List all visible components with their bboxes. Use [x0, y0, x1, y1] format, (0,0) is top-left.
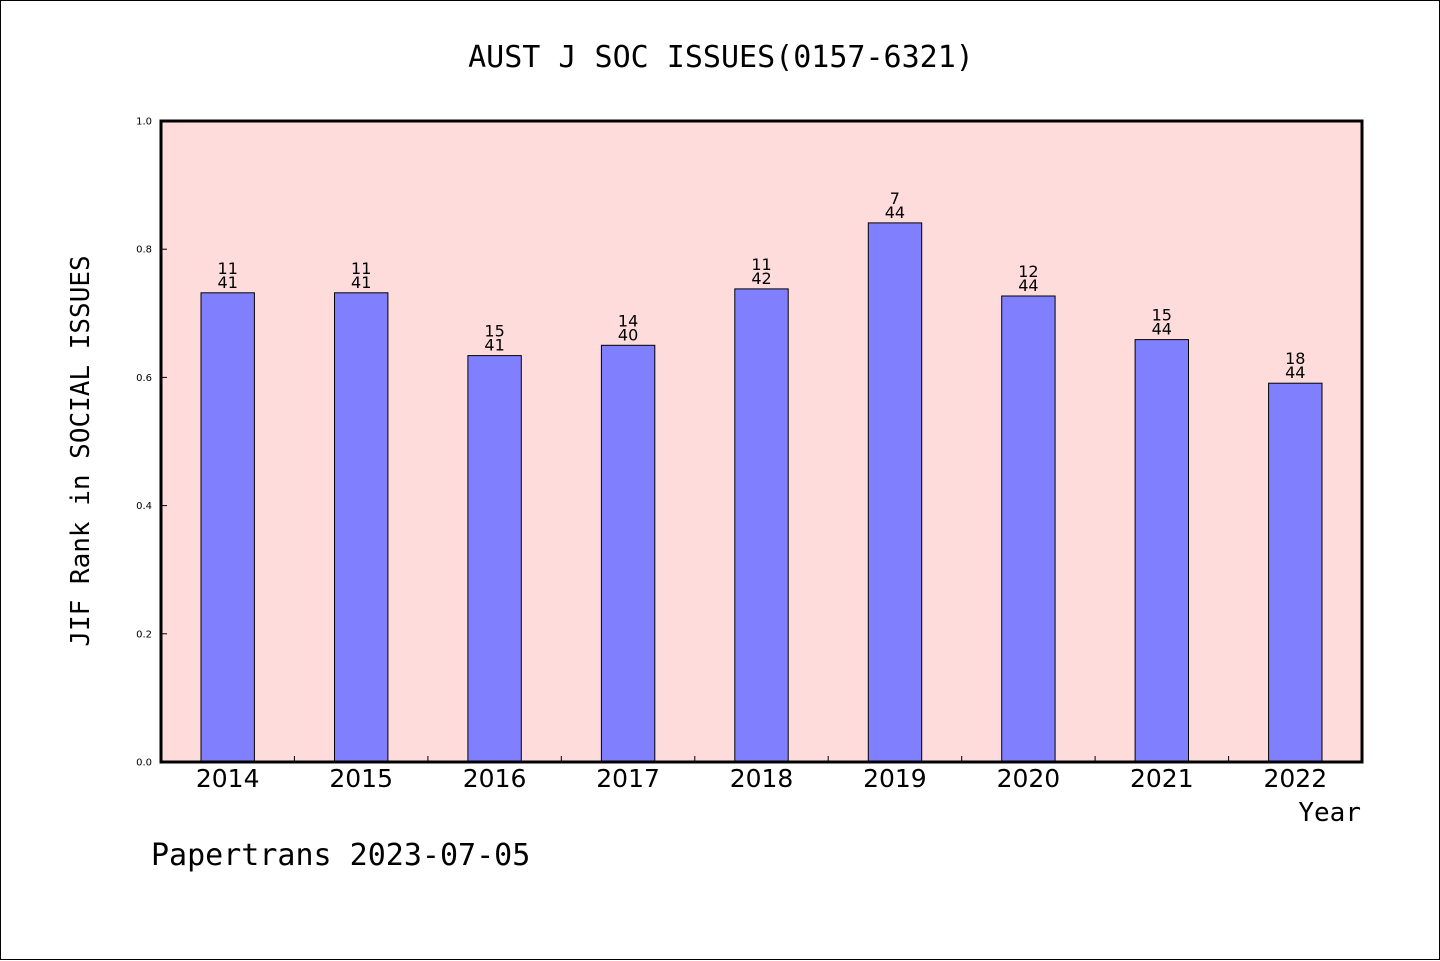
bar-label-total-2021: 44 — [1152, 320, 1172, 339]
bar-label-rank-2014: 11 — [218, 259, 238, 278]
y-tick-label: 1.0 — [136, 117, 152, 128]
x-axis-title: Year — [1298, 798, 1361, 828]
x-tick-label-2022: 2022 — [1263, 764, 1327, 793]
bar-2019 — [867, 222, 923, 763]
bar-label-rank-2015: 11 — [351, 259, 371, 278]
bar-label-total-2020: 44 — [1018, 276, 1038, 295]
x-tick-label-2021: 2021 — [1130, 764, 1194, 793]
bar-2022 — [1268, 382, 1323, 763]
bar-label-rank-2018: 11 — [751, 255, 771, 274]
bar-2020 — [1001, 295, 1056, 763]
footer-text: Papertrans 2023-07-05 — [151, 838, 530, 873]
plot-frame — [159, 119, 1364, 764]
bars-group — [200, 222, 1323, 763]
y-axis-title: JIF Rank in SOCIAL ISSUES — [66, 255, 96, 646]
y-tick-label: 0.8 — [136, 245, 152, 256]
bar-2014 — [200, 292, 255, 763]
x-tick-label-2017: 2017 — [596, 764, 660, 793]
bar-2018 — [734, 288, 789, 763]
bar-2015 — [334, 292, 389, 763]
bar-label-rank-2019: 7 — [890, 189, 900, 208]
x-tick-label-2015: 2015 — [329, 764, 393, 793]
x-tick-label-2016: 2016 — [463, 764, 527, 793]
x-axis: 2014 2015 2016 2017 2018 2019 2020 2021 2022 — [196, 756, 1327, 793]
bar-2016 — [467, 355, 522, 763]
y-tick-label: 0.4 — [136, 501, 152, 512]
x-tick-label-2020: 2020 — [997, 764, 1061, 793]
bar-label-total-2015: 41 — [351, 273, 371, 292]
x-tick-label-2019: 2019 — [863, 764, 927, 793]
x-tick-label-2014: 2014 — [196, 764, 260, 793]
bar-label-rank-2021: 15 — [1152, 306, 1172, 325]
bar-label-total-2014: 41 — [218, 273, 238, 292]
bar-label-total-2019: 44 — [885, 203, 905, 222]
bar-label-rank-2017: 14 — [618, 311, 638, 330]
bar-label-rank-2022: 18 — [1285, 349, 1305, 368]
bar-label-total-2017: 40 — [618, 325, 638, 344]
bar-label-total-2016: 41 — [484, 336, 504, 355]
bar-label-rank-2020: 12 — [1018, 262, 1038, 281]
y-tick-label: 0.2 — [136, 629, 152, 640]
bar-2017 — [600, 344, 656, 763]
y-tick-label: 0.0 — [136, 758, 152, 769]
x-tick-label-2018: 2018 — [730, 764, 794, 793]
chart-title: AUST J SOC ISSUES(0157-6321) — [468, 40, 974, 75]
y-tick-label: 0.6 — [136, 373, 152, 384]
bar-label-total-2018: 42 — [751, 269, 771, 288]
bar-2021 — [1134, 339, 1189, 763]
bar-label-total-2022: 44 — [1285, 363, 1305, 382]
bar-label-rank-2016: 15 — [484, 322, 504, 341]
